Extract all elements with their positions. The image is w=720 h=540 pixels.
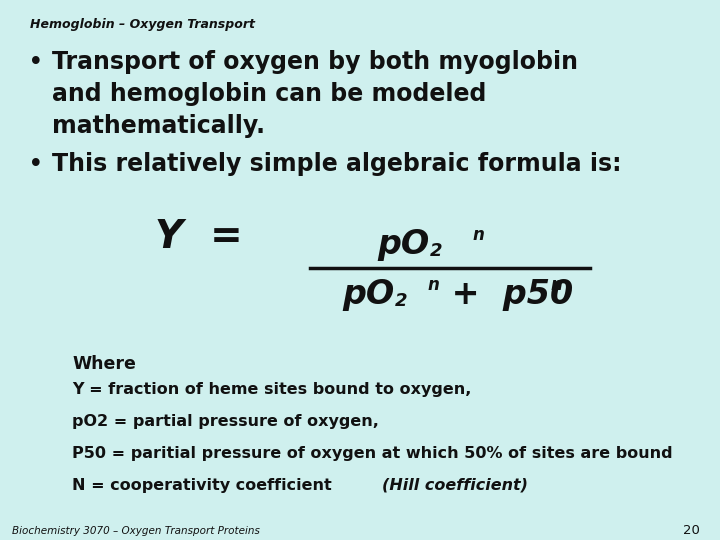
Text: and hemoglobin can be modeled: and hemoglobin can be modeled	[52, 82, 487, 106]
Text: This relatively simple algebraic formula is:: This relatively simple algebraic formula…	[52, 152, 621, 176]
Text: pO2 = partial pressure of oxygen,: pO2 = partial pressure of oxygen,	[72, 414, 379, 429]
Text: 20: 20	[683, 524, 700, 537]
Text: n: n	[427, 276, 439, 294]
Text: Hemoglobin – Oxygen Transport: Hemoglobin – Oxygen Transport	[30, 18, 255, 31]
Text: pO: pO	[343, 278, 395, 311]
Text: •: •	[28, 152, 44, 178]
Text: n: n	[472, 226, 484, 244]
Text: 2: 2	[430, 242, 443, 260]
Text: •: •	[28, 50, 44, 76]
Text: n: n	[550, 276, 562, 294]
Text: Biochemistry 3070 – Oxygen Transport Proteins: Biochemistry 3070 – Oxygen Transport Pro…	[12, 526, 260, 536]
Text: Transport of oxygen by both myoglobin: Transport of oxygen by both myoglobin	[52, 50, 578, 74]
Text: +  p50: + p50	[440, 278, 573, 311]
Text: Y = fraction of heme sites bound to oxygen,: Y = fraction of heme sites bound to oxyg…	[72, 382, 472, 397]
Text: Where: Where	[72, 355, 136, 373]
Text: (Hill coefficient): (Hill coefficient)	[382, 478, 528, 493]
Text: 2: 2	[395, 292, 408, 310]
Text: mathematically.: mathematically.	[52, 114, 265, 138]
Text: N = cooperativity coefficient: N = cooperativity coefficient	[72, 478, 343, 493]
Text: pO: pO	[378, 228, 430, 261]
Text: P50 = paritial pressure of oxygen at which 50% of sites are bound: P50 = paritial pressure of oxygen at whi…	[72, 446, 672, 461]
Text: Y  =: Y =	[155, 218, 243, 256]
